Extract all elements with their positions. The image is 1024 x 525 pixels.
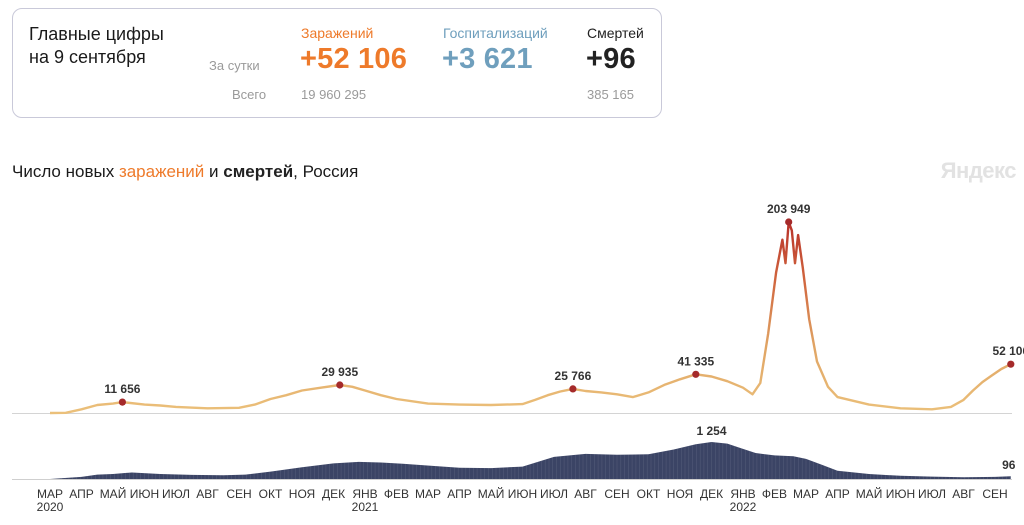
x-tick-label-20: НОЯ	[667, 487, 693, 501]
deaths-peak-label-0: 1 254	[696, 424, 726, 438]
x-tick-label-23: ФЕВ	[762, 487, 787, 501]
x-tick-label-5: АВГ	[196, 487, 219, 501]
x-tick-label-10: ЯНВ	[352, 487, 377, 501]
row-label-day: За сутки	[209, 58, 260, 73]
infections-peak-marker-0	[118, 398, 126, 406]
x-tick-label-14: МАЙ	[478, 486, 505, 501]
chart-title-infections: заражений	[118, 162, 205, 181]
hospital-day-value: +3 621	[442, 43, 533, 75]
x-tick-label-12: МАР	[415, 487, 441, 501]
x-year-label-2: 2022	[730, 500, 757, 514]
chart-title-middle: и	[204, 162, 224, 181]
x-tick-label-28: ИЮЛ	[918, 487, 946, 501]
x-tick-label-6: СЕН	[226, 487, 251, 501]
deaths-texture	[60, 442, 1011, 479]
deaths-peak-label-1: 96	[1002, 458, 1016, 472]
x-tick-label-8: НОЯ	[289, 487, 315, 501]
infections-peak-marker-1	[336, 381, 344, 389]
x-tick-label-15: ИЮН	[508, 487, 537, 501]
deaths-total-value: 385 165	[587, 87, 634, 102]
x-tick-label-19: ОКТ	[637, 487, 661, 501]
deaths-day-value: +96	[586, 43, 636, 75]
x-tick-label-17: АВГ	[574, 487, 597, 501]
x-tick-label-13: АПР	[447, 487, 472, 501]
x-year-label-0: 2020	[37, 500, 64, 514]
x-tick-label-21: ДЕК	[700, 487, 723, 501]
chart-title-prefix: Число новых	[12, 162, 119, 181]
summary-title-line1: Главные цифры	[29, 24, 164, 44]
x-tick-label-4: ИЮЛ	[162, 487, 190, 501]
chart-title-deaths: смертей	[223, 162, 294, 181]
x-tick-label-29: АВГ	[952, 487, 975, 501]
x-tick-label-7: ОКТ	[259, 487, 283, 501]
x-tick-label-1: АПР	[69, 487, 94, 501]
infections-total-value: 19 960 295	[301, 87, 367, 102]
x-tick-label-18: СЕН	[604, 487, 629, 501]
yandex-logo: Яндекс	[940, 158, 1017, 183]
infections-header: Заражений	[301, 25, 374, 41]
x-year-label-1: 2021	[352, 500, 379, 514]
chart-title: Число новых заражений и смертей, Россия	[12, 162, 358, 182]
infections-peak-marker-3	[692, 370, 700, 378]
infections-peak-label-1: 29 935	[321, 365, 358, 379]
chart-title-suffix: , Россия	[293, 162, 359, 181]
summary-card: Главные цифры на 9 сентября За сутки Все…	[12, 8, 662, 118]
deaths-header: Смертей	[587, 25, 644, 41]
x-tick-label-26: МАЙ	[856, 486, 883, 501]
infections-peak-label-0: 11 656	[104, 382, 140, 396]
row-label-total: Всего	[232, 87, 267, 102]
summary-title: Главные цифры на 9 сентября	[29, 23, 164, 69]
x-tick-label-16: ИЮЛ	[540, 487, 568, 501]
infections-peak-label-5: 52 106	[992, 344, 1024, 358]
x-tick-label-25: АПР	[825, 487, 850, 501]
x-tick-label-30: СЕН	[982, 487, 1007, 501]
x-tick-label-0: МАР	[37, 487, 63, 501]
infections-peak-marker-4	[785, 218, 793, 226]
x-tick-label-24: МАР	[793, 487, 819, 501]
infections-peak-label-4: 203 949	[767, 202, 811, 216]
infections-line	[49, 220, 1012, 415]
infections-peak-marker-5	[1007, 360, 1015, 368]
x-tick-label-3: ИЮН	[130, 487, 159, 501]
x-tick-label-27: ИЮН	[886, 487, 915, 501]
x-tick-label-2: МАЙ	[100, 486, 127, 501]
deaths-area	[50, 442, 1011, 479]
infections-peak-label-2: 25 766	[555, 369, 592, 383]
summary-title-line2: на 9 сентября	[29, 47, 146, 67]
x-tick-label-9: ДЕК	[322, 487, 345, 501]
hospital-header: Госпитализаций	[443, 25, 548, 41]
x-tick-label-22: ЯНВ	[730, 487, 755, 501]
infections-peak-label-3: 41 335	[677, 354, 714, 368]
x-tick-label-11: ФЕВ	[384, 487, 409, 501]
infections-day-value: +52 106	[300, 43, 408, 75]
infections-peak-marker-2	[569, 385, 577, 393]
